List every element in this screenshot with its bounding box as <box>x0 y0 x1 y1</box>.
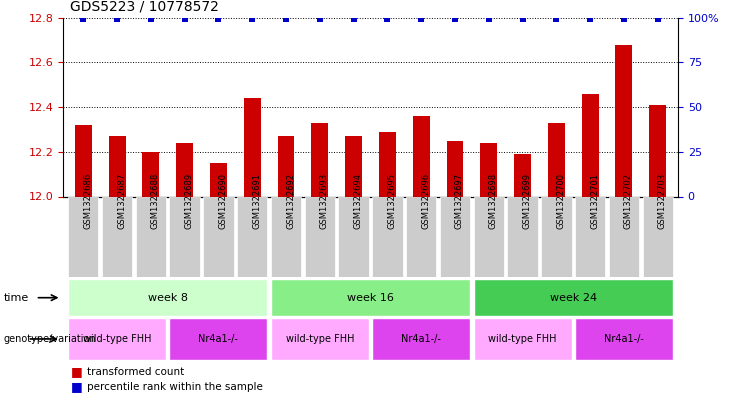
Text: week 24: week 24 <box>550 293 597 303</box>
Bar <box>548 123 565 196</box>
Point <box>111 17 123 23</box>
Point <box>77 17 89 23</box>
Point <box>280 17 292 23</box>
Bar <box>480 143 497 196</box>
Text: GSM1322701: GSM1322701 <box>590 173 599 228</box>
Bar <box>439 196 471 277</box>
Bar <box>582 94 599 196</box>
Text: Nr4a1-/-: Nr4a1-/- <box>604 334 644 344</box>
Bar <box>473 279 673 316</box>
Point <box>584 17 596 23</box>
Text: GSM1322689: GSM1322689 <box>185 173 193 229</box>
Text: GSM1322686: GSM1322686 <box>83 173 93 229</box>
Bar <box>473 196 504 277</box>
Text: GSM1322702: GSM1322702 <box>624 173 633 228</box>
Text: percentile rank within the sample: percentile rank within the sample <box>87 382 262 391</box>
Text: GSM1322688: GSM1322688 <box>151 173 160 229</box>
Point <box>348 17 359 23</box>
Point <box>213 17 225 23</box>
Text: ■: ■ <box>70 380 82 393</box>
Text: wild-type FHH: wild-type FHH <box>83 334 151 344</box>
Bar <box>109 136 125 196</box>
Point <box>483 17 495 23</box>
Text: GSM1322698: GSM1322698 <box>489 173 498 229</box>
Bar <box>170 318 268 360</box>
Bar <box>210 163 227 196</box>
Text: GSM1322692: GSM1322692 <box>286 173 295 228</box>
Bar <box>68 279 268 316</box>
Point <box>449 17 461 23</box>
Text: week 8: week 8 <box>147 293 187 303</box>
Text: GSM1322691: GSM1322691 <box>252 173 262 228</box>
Point <box>179 17 190 23</box>
Bar <box>372 196 402 277</box>
Bar <box>270 279 471 316</box>
Bar <box>345 136 362 196</box>
Text: GDS5223 / 10778572: GDS5223 / 10778572 <box>70 0 219 14</box>
Point <box>516 17 528 23</box>
Bar <box>406 196 436 277</box>
Text: GSM1322687: GSM1322687 <box>117 173 126 229</box>
Text: wild-type FHH: wild-type FHH <box>285 334 354 344</box>
Bar <box>170 196 200 277</box>
Bar <box>75 125 92 196</box>
Text: genotype/variation: genotype/variation <box>4 334 96 344</box>
Bar <box>176 143 193 196</box>
Text: GSM1322697: GSM1322697 <box>455 173 464 229</box>
Bar <box>311 123 328 196</box>
Text: week 16: week 16 <box>347 293 394 303</box>
Bar <box>278 136 294 196</box>
Bar <box>508 196 538 277</box>
Bar <box>136 196 166 277</box>
Text: GSM1322695: GSM1322695 <box>388 173 396 228</box>
Point <box>652 17 664 23</box>
Text: wild-type FHH: wild-type FHH <box>488 334 556 344</box>
Bar <box>541 196 571 277</box>
Bar <box>270 196 302 277</box>
Bar <box>203 196 233 277</box>
Bar <box>609 196 639 277</box>
Text: Nr4a1-/-: Nr4a1-/- <box>199 334 239 344</box>
Point <box>618 17 630 23</box>
Text: GSM1322700: GSM1322700 <box>556 173 565 228</box>
Bar <box>68 318 166 360</box>
Bar <box>372 318 471 360</box>
Text: GSM1322694: GSM1322694 <box>353 173 362 228</box>
Bar <box>305 196 335 277</box>
Text: GSM1322703: GSM1322703 <box>658 173 667 229</box>
Bar <box>237 196 268 277</box>
Bar <box>575 318 673 360</box>
Text: GSM1322693: GSM1322693 <box>320 173 329 229</box>
Text: transformed count: transformed count <box>87 367 184 377</box>
Bar <box>473 318 571 360</box>
Bar <box>339 196 369 277</box>
Point <box>415 17 427 23</box>
Bar <box>68 196 99 277</box>
Bar <box>270 318 369 360</box>
Bar <box>642 196 673 277</box>
Bar <box>142 152 159 196</box>
Bar <box>102 196 132 277</box>
Point <box>246 17 258 23</box>
Point <box>314 17 326 23</box>
Point <box>382 17 393 23</box>
Text: GSM1322690: GSM1322690 <box>219 173 227 228</box>
Point <box>145 17 157 23</box>
Text: Nr4a1-/-: Nr4a1-/- <box>402 334 441 344</box>
Text: GSM1322699: GSM1322699 <box>522 173 531 228</box>
Bar <box>575 196 605 277</box>
Bar <box>244 98 261 196</box>
Bar <box>447 141 463 196</box>
Bar <box>379 132 396 196</box>
Text: GSM1322696: GSM1322696 <box>421 173 431 229</box>
Bar <box>514 154 531 196</box>
Text: ■: ■ <box>70 365 82 378</box>
Bar <box>649 105 666 196</box>
Bar <box>616 44 632 196</box>
Bar <box>413 116 430 196</box>
Text: time: time <box>4 293 29 303</box>
Point <box>551 17 562 23</box>
